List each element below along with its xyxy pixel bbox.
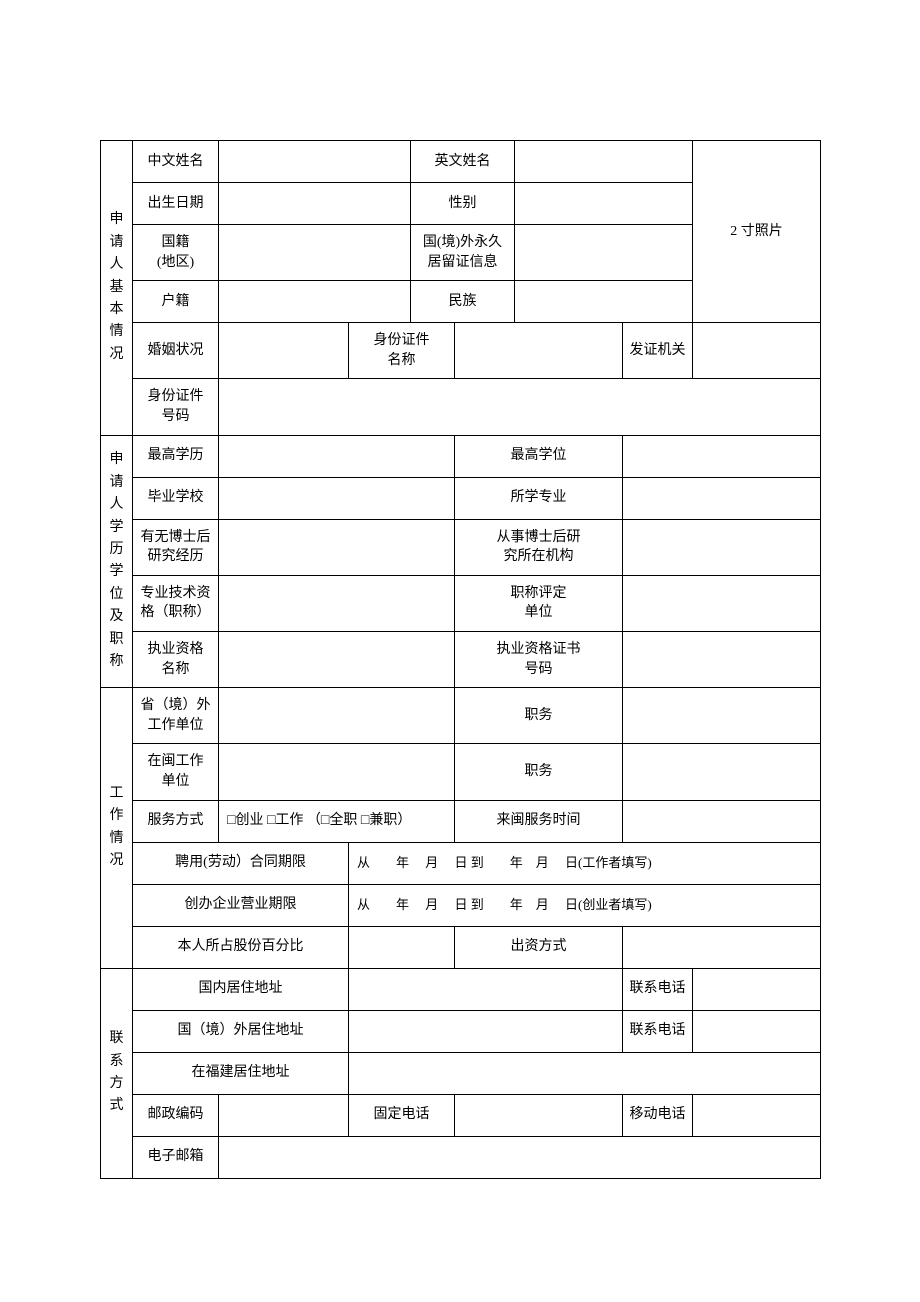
label-id-number: 身份证件 号码 [133,379,219,435]
cell-qual-number[interactable] [623,631,821,687]
cell-id-name[interactable] [455,323,623,379]
photo-placeholder[interactable]: 2 寸照片 [693,141,821,323]
cell-overseas-res[interactable] [515,225,693,281]
cell-email[interactable] [219,1136,821,1178]
label-fujian-unit: 在闽工作 单位 [133,744,219,800]
label-overseas-res: 国(境)外永久 居留证信息 [411,225,515,281]
cell-phone2[interactable] [693,1010,821,1052]
label-position2: 职务 [455,744,623,800]
label-household: 户籍 [133,281,219,323]
cell-ethnic[interactable] [515,281,693,323]
label-nationality: 国籍 (地区) [133,225,219,281]
label-title-unit: 职称评定 单位 [455,575,623,631]
section-work-label: 工作情况 [101,688,133,968]
section-contact-label: 联系方式 [101,968,133,1178]
label-qual-number: 执业资格证书 号码 [455,631,623,687]
label-postdoc-exp: 有无博士后 研究经历 [133,519,219,575]
cell-pro-title[interactable] [219,575,455,631]
label-ethnic: 民族 [411,281,515,323]
label-contract-term: 聘用(劳动）合同期限 [133,842,349,884]
cell-highest-edu[interactable] [219,435,455,477]
label-overseas-addr: 国（境）外居住地址 [133,1010,349,1052]
cell-mobile[interactable] [693,1094,821,1136]
cell-grad-school[interactable] [219,477,455,519]
cell-issuing[interactable] [693,323,821,379]
cell-domestic-addr[interactable] [349,968,623,1010]
label-major: 所学专业 [455,477,623,519]
cell-major[interactable] [623,477,821,519]
cell-service-mode[interactable]: □创业 □工作 （□全职 □兼职） [219,800,455,842]
cell-share-pct[interactable] [349,926,455,968]
label-pro-title: 专业技术资 格（职称） [133,575,219,631]
label-qual-name: 执业资格 名称 [133,631,219,687]
label-cn-name: 中文姓名 [133,141,219,183]
application-form-table: 申请人基本情况 中文姓名 英文姓名 2 寸照片 出生日期 性别 国籍 (地区) … [100,140,821,1179]
label-position1: 职务 [455,688,623,744]
label-fujian-addr: 在福建居住地址 [133,1052,349,1094]
cell-postdoc-inst[interactable] [623,519,821,575]
cell-birth[interactable] [219,183,411,225]
label-id-name: 身份证件 名称 [349,323,455,379]
label-service-mode: 服务方式 [133,800,219,842]
label-biz-term: 创办企业营业期限 [133,884,349,926]
label-phone2: 联系电话 [623,1010,693,1052]
label-mobile: 移动电话 [623,1094,693,1136]
label-landline: 固定电话 [349,1094,455,1136]
cell-title-unit[interactable] [623,575,821,631]
cell-gender[interactable] [515,183,693,225]
cell-invest-mode[interactable] [623,926,821,968]
label-issuing: 发证机关 [623,323,693,379]
cell-qual-name[interactable] [219,631,455,687]
cell-outside-unit[interactable] [219,688,455,744]
cell-position1[interactable] [623,688,821,744]
cell-household[interactable] [219,281,411,323]
label-invest-mode: 出资方式 [455,926,623,968]
cell-id-number[interactable] [219,379,821,435]
cell-fujian-addr[interactable] [349,1052,821,1094]
cell-biz-term[interactable]: 从 年 月 日 到 年 月 日(创业者填写) [349,884,821,926]
cell-postdoc-exp[interactable] [219,519,455,575]
label-share-pct: 本人所占股份百分比 [133,926,349,968]
label-phone1: 联系电话 [623,968,693,1010]
label-en-name: 英文姓名 [411,141,515,183]
cell-position2[interactable] [623,744,821,800]
label-postal: 邮政编码 [133,1094,219,1136]
label-marital: 婚姻状况 [133,323,219,379]
label-outside-unit: 省（境）外 工作单位 [133,688,219,744]
cell-postal[interactable] [219,1094,349,1136]
label-service-time: 来闽服务时间 [455,800,623,842]
cell-fujian-unit[interactable] [219,744,455,800]
cell-marital[interactable] [219,323,349,379]
label-gender: 性别 [411,183,515,225]
label-grad-school: 毕业学校 [133,477,219,519]
section-edu-label: 申请人学历学位及职称 [101,435,133,688]
cell-phone1[interactable] [693,968,821,1010]
label-email: 电子邮箱 [133,1136,219,1178]
label-highest-edu: 最高学历 [133,435,219,477]
label-domestic-addr: 国内居住地址 [133,968,349,1010]
label-birth: 出生日期 [133,183,219,225]
label-postdoc-inst: 从事博士后研 究所在机构 [455,519,623,575]
cell-highest-degree[interactable] [623,435,821,477]
cell-en-name[interactable] [515,141,693,183]
cell-overseas-addr[interactable] [349,1010,623,1052]
cell-service-time[interactable] [623,800,821,842]
label-highest-degree: 最高学位 [455,435,623,477]
cell-cn-name[interactable] [219,141,411,183]
section-basic-label: 申请人基本情况 [101,141,133,436]
cell-landline[interactable] [455,1094,623,1136]
cell-nationality[interactable] [219,225,411,281]
cell-contract-term[interactable]: 从 年 月 日 到 年 月 日(工作者填写) [349,842,821,884]
